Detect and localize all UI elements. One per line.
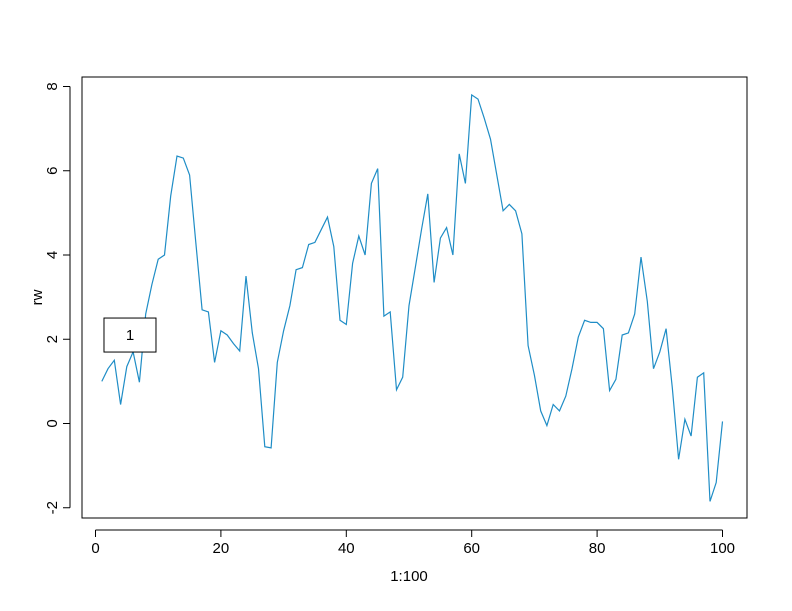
x-tick-label: 40	[338, 540, 355, 557]
x-axis: 0 20 40 60 80 100	[91, 529, 735, 557]
y-tick-label: 4	[44, 251, 61, 259]
y-axis-label: rw	[29, 289, 46, 305]
x-tick-label: 20	[213, 540, 230, 557]
y-tick-label: 8	[44, 82, 61, 90]
plot-frame	[81, 76, 748, 519]
x-tick-label: 80	[589, 540, 606, 557]
x-axis-label: 1:100	[390, 568, 428, 585]
y-tick-label: -2	[44, 501, 61, 514]
annotation-label: 1	[126, 327, 134, 344]
y-tick-label: 2	[44, 335, 61, 343]
y-tick-label: 0	[44, 419, 61, 427]
annotation-layer: 1	[103, 317, 157, 353]
y-tick-label: 6	[44, 167, 61, 175]
y-axis: -2 0 2 4 6 8	[44, 82, 71, 514]
x-tick-label: 60	[463, 540, 480, 557]
series-line	[101, 93, 724, 502]
x-tick-label: 100	[710, 540, 735, 557]
x-tick-label: 0	[91, 540, 99, 557]
annotation-box	[103, 317, 157, 353]
